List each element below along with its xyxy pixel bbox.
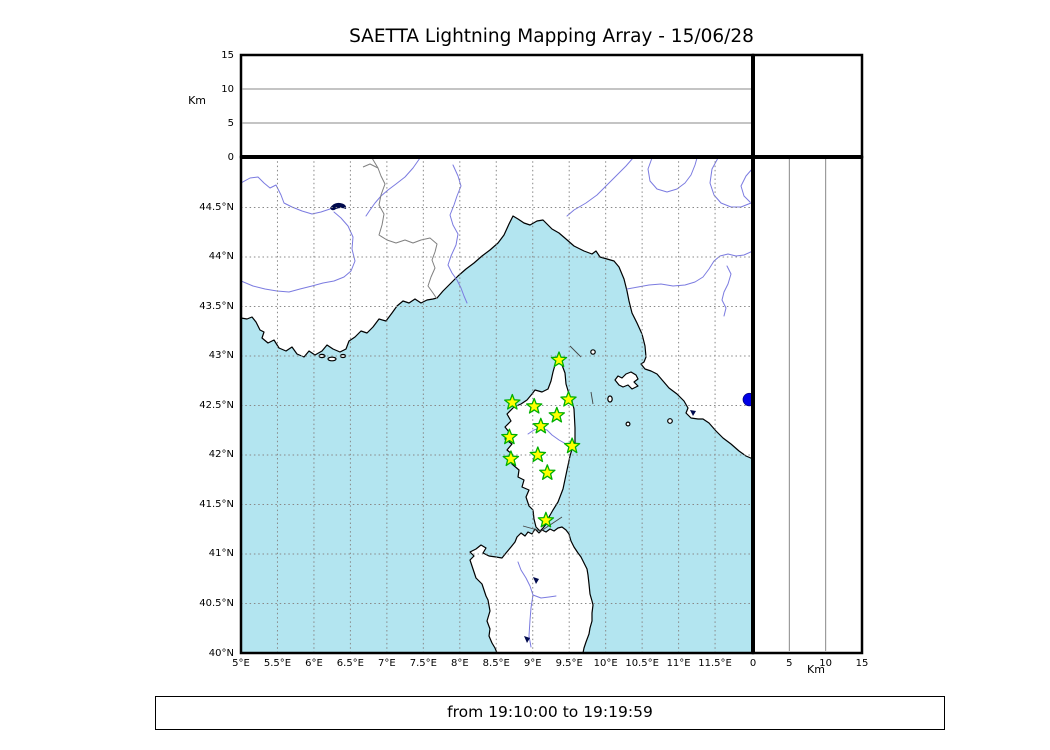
lon-tick-label: 7.5°E — [409, 658, 437, 669]
gorgona-island — [590, 349, 596, 355]
altitude-axis-unit-label: Km — [188, 94, 206, 107]
sardinia-reservoir-1 — [533, 577, 539, 584]
map-layers — [241, 157, 753, 653]
altitude-latitude-panel — [753, 157, 862, 653]
right-panel-axis-unit-label: Km — [807, 663, 825, 676]
altitude-tick-label: 10 — [221, 83, 234, 95]
map-gridlines — [241, 157, 753, 653]
station-star-marker — [563, 437, 581, 454]
station-star-marker — [550, 351, 568, 368]
station-star-marker — [532, 417, 550, 434]
elba-island — [614, 371, 639, 390]
station-star-marker — [501, 428, 518, 445]
misc-lines — [522, 345, 594, 532]
lon-tick-label: 10°E — [593, 658, 618, 669]
lat-tick-label: 40°N — [208, 647, 234, 659]
lake-serre-poncon — [330, 202, 347, 211]
lat-tick-label: 41°N — [208, 548, 234, 560]
pianosa-island — [625, 421, 631, 427]
sardinia-reservoir-2 — [524, 636, 530, 643]
hyeres-island-2 — [327, 356, 337, 362]
lon-tick-label: 7°E — [378, 658, 396, 669]
lon-tick-label: 9.5°E — [555, 658, 583, 669]
lon-tick-label: 8°E — [450, 658, 469, 669]
station-star-marker — [502, 450, 520, 467]
lat-tick-label: 42°N — [208, 449, 234, 461]
right-panel-tick-label: 10 — [819, 658, 833, 669]
lon-tick-label: 11.5°E — [698, 658, 732, 669]
time-window-box: from 19:10:00 to 19:19:59 — [155, 696, 945, 730]
lat-tick-label: 41.5°N — [199, 498, 234, 510]
lon-tick-label: 5°E — [232, 658, 250, 669]
lon-tick-label: 8.5°E — [482, 658, 510, 669]
lon-tick-label: 10.5°E — [625, 658, 659, 669]
station-star-marker — [548, 406, 566, 423]
orbetello-lagoon — [690, 410, 696, 416]
lon-tick-label: 9°E — [523, 658, 542, 669]
right-panel-tick-label: 5 — [786, 658, 793, 669]
altitude-tick-label: 0 — [227, 151, 234, 163]
panel-gridlines — [242, 88, 827, 651]
right-panel-tick-label: 15 — [855, 658, 869, 669]
lakes — [330, 202, 696, 643]
station-star-marker — [539, 464, 556, 480]
lat-tick-label: 44.5°N — [199, 201, 234, 213]
station-star-marker — [560, 390, 577, 407]
rivers — [241, 157, 753, 648]
right-panel-tick-label: 0 — [749, 658, 757, 669]
lat-tick-label: 42.5°N — [199, 399, 234, 411]
lat-tick-label: 43°N — [208, 350, 234, 362]
station-star-marker — [525, 397, 543, 414]
lon-tick-label: 5.5°E — [263, 658, 292, 669]
mediterranean-sea — [241, 215, 753, 653]
chart-title: SAETTA Lightning Mapping Array - 15/06/2… — [349, 26, 754, 47]
detection-point — [742, 392, 753, 407]
capraia-island — [607, 395, 613, 403]
data-markers — [501, 351, 753, 528]
altitude-tick-label: 15 — [221, 49, 234, 61]
lat-tick-label: 43.5°N — [199, 300, 234, 312]
corner-panel — [753, 55, 862, 157]
lon-tick-label: 6.5°E — [336, 658, 365, 669]
station-star-marker — [537, 511, 555, 528]
lat-tick-label: 40.5°N — [199, 597, 234, 609]
station-star-marker — [504, 393, 521, 410]
altitude-tick-label: 5 — [227, 117, 234, 129]
time-window-text: from 19:10:00 to 19:19:59 — [447, 703, 653, 721]
altitude-longitude-panel — [241, 55, 753, 157]
lon-tick-label: 11°E — [666, 658, 691, 669]
station-star-marker — [529, 446, 547, 463]
lon-tick-label: 6°E — [305, 658, 323, 669]
lat-tick-label: 44°N — [208, 251, 234, 263]
country-borders — [362, 157, 438, 300]
giglio-island — [667, 418, 673, 424]
